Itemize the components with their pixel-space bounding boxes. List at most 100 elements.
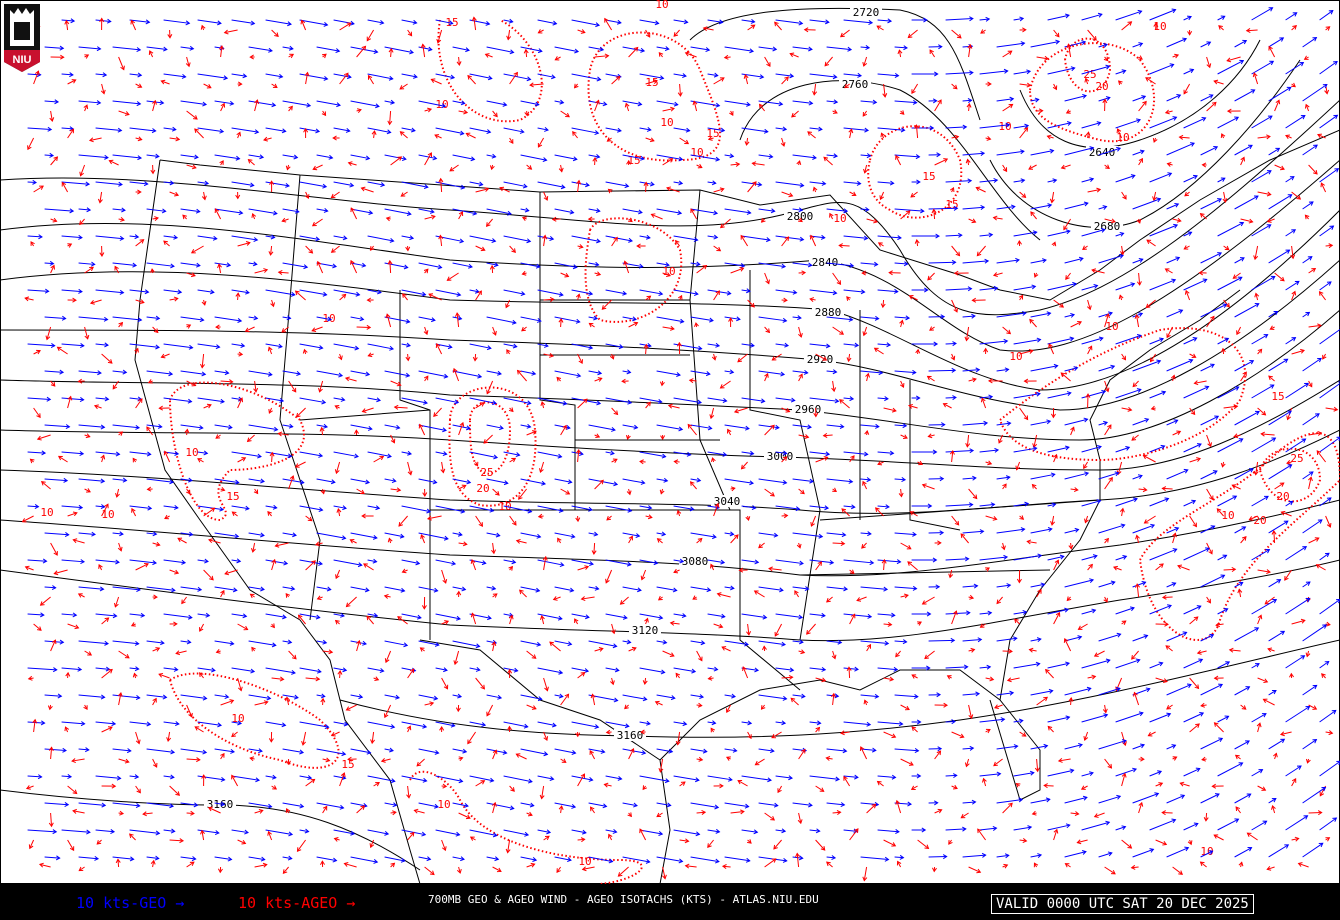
geo-wind-arrow <box>996 204 1016 210</box>
ageo-wind-arrow <box>888 270 901 276</box>
geo-wind-arrow <box>112 154 143 161</box>
height-contour <box>0 99 1340 316</box>
geo-wind-arrow <box>1047 229 1071 237</box>
geo-wind-arrow <box>758 46 778 52</box>
geo-wind-arrow <box>1064 256 1084 264</box>
ageo-wind-arrow <box>1002 50 1013 58</box>
ageo-wind-arrow <box>1091 268 1105 274</box>
ageo-wind-arrow <box>360 186 374 193</box>
ageo-wind-arrow <box>929 49 936 58</box>
ageo-wind-arrow <box>1257 134 1271 140</box>
geo-wind-arrow <box>316 100 341 108</box>
isotach-label: 25 <box>1290 452 1303 465</box>
geo-wind-arrow <box>860 206 870 212</box>
ageo-wind-arrow <box>1118 80 1123 86</box>
geo-wind-arrow <box>673 73 687 79</box>
geo-wind-arrow <box>741 18 756 24</box>
ageo-wind-arrow <box>849 191 857 197</box>
ageo-wind-arrow <box>696 163 703 169</box>
height-label: 3120 <box>632 624 659 637</box>
ageo-wind-arrow <box>223 29 238 35</box>
ageo-wind-arrow <box>747 24 756 31</box>
isotach-contour <box>169 672 340 769</box>
geo-wind-arrow <box>95 235 125 241</box>
geo-wind-arrow <box>894 45 908 51</box>
ageo-wind-arrow <box>1002 103 1014 112</box>
ageo-wind-arrow <box>1285 134 1292 140</box>
ageo-wind-arrow <box>985 81 992 87</box>
ageo-wind-arrow <box>543 296 555 302</box>
geo-wind-arrow <box>333 181 355 188</box>
ageo-wind-arrow <box>575 293 581 301</box>
ageo-wind-arrow <box>863 164 868 174</box>
geo-wind-arrow <box>44 45 65 51</box>
niu-logo: NIU <box>4 4 40 72</box>
ageo-wind-arrow <box>1104 164 1110 169</box>
isotach-label: 10 <box>1200 845 1213 858</box>
ageo-wind-arrow <box>399 131 408 139</box>
ageo-wind-arrow <box>135 189 142 195</box>
ageo-wind-arrow <box>899 110 905 115</box>
geo-wind-arrow <box>1149 172 1173 183</box>
ageo-wind-arrow <box>1087 29 1097 41</box>
geo-wind-arrow <box>435 289 462 297</box>
geo-wind-arrow <box>78 46 102 52</box>
geo-wind-arrow <box>163 73 187 79</box>
geo-wind-arrow <box>44 208 75 214</box>
geo-wind-arrow <box>367 235 395 243</box>
geo-wind-arrow <box>503 127 525 134</box>
geo-wind-arrow <box>537 235 555 241</box>
geo-wind-arrow <box>1268 37 1285 48</box>
ageo-wind-arrow <box>791 110 799 118</box>
geo-wind-arrow <box>605 181 630 189</box>
ageo-wind-arrow <box>186 272 196 278</box>
ageo-wind-arrow <box>696 264 708 274</box>
geo-wind-arrow <box>418 262 443 270</box>
geo-wind-arrow <box>996 96 1015 102</box>
ageo-wind-arrow <box>163 240 170 247</box>
ageo-wind-arrow <box>388 47 394 58</box>
ageo-wind-arrow <box>350 259 358 274</box>
ageo-wind-arrow <box>1136 218 1142 224</box>
ageo-wind-arrow <box>975 186 986 193</box>
ageo-wind-arrow <box>1166 162 1173 167</box>
ageo-wind-arrow <box>84 266 94 274</box>
ageo-wind-arrow <box>914 239 920 247</box>
geo-wind-arrow <box>877 18 893 24</box>
geo-wind-arrow <box>78 100 102 106</box>
ageo-wind-arrow <box>277 269 289 275</box>
geo-wind-arrow <box>299 235 321 242</box>
ageo-wind-arrow <box>254 268 269 274</box>
ageo-wind-arrow <box>1226 108 1241 114</box>
geo-wind-arrow <box>928 44 943 50</box>
geo-wind-arrow <box>27 126 53 132</box>
geo-wind-arrow <box>452 262 473 269</box>
geo-wind-arrow <box>1030 203 1053 210</box>
ageo-wind-arrow <box>1051 241 1057 247</box>
ageo-wind-arrow <box>572 131 578 139</box>
ageo-wind-arrow <box>1136 272 1142 286</box>
ageo-wind-arrow <box>475 187 490 193</box>
geo-wind-arrow <box>1251 170 1272 183</box>
ageo-wind-arrow <box>271 83 278 88</box>
ageo-wind-arrow <box>1085 131 1091 139</box>
ageo-wind-arrow <box>1082 245 1088 250</box>
height-label: 2880 <box>815 306 842 319</box>
ageo-wind-arrow <box>1266 218 1275 223</box>
geo-wind-arrow <box>1268 147 1281 156</box>
geo-wind-arrow <box>367 127 392 135</box>
isotach-label: 15 <box>945 198 958 211</box>
ageo-wind-arrow <box>789 52 799 58</box>
ageo-wind-arrow <box>824 56 833 67</box>
ageo-wind-arrow <box>627 217 633 223</box>
height-contour <box>739 80 1041 241</box>
geo-wind-arrow <box>1319 10 1334 21</box>
ageo-wind-arrow <box>1245 28 1258 34</box>
geo-wind-arrow <box>1064 93 1088 102</box>
ageo-wind-arrow <box>780 137 786 147</box>
ageo-wind-arrow <box>186 110 198 120</box>
geo-wind-arrow <box>1217 59 1245 75</box>
geo-wind-arrow <box>1030 258 1047 264</box>
ageo-wind-arrow <box>744 137 750 146</box>
geo-wind-arrow <box>588 154 601 159</box>
